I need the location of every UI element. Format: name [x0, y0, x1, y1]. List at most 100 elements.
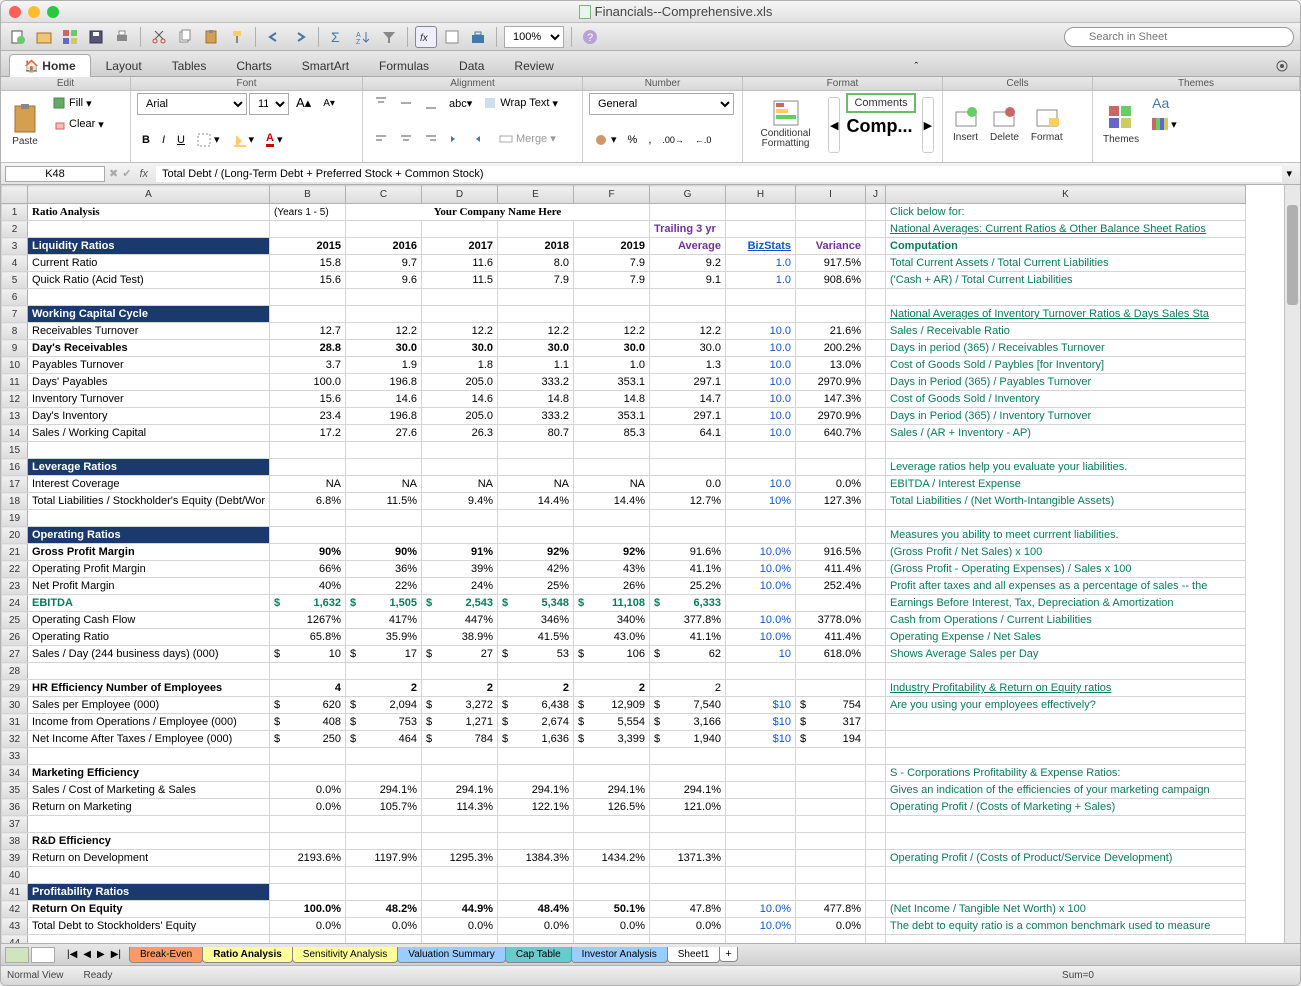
table-row[interactable]: 8Receivables Turnover12.712.212.212.212.… [2, 323, 1246, 340]
align-center-icon[interactable] [394, 129, 418, 149]
table-row[interactable]: 29HR Efficiency Number of Employees42222… [2, 680, 1246, 697]
comments-style[interactable]: Comments [846, 93, 915, 113]
tab-formulas[interactable]: Formulas [364, 54, 444, 77]
table-row[interactable]: 23Net Profit Margin40%22%24%25%26%25.2%1… [2, 578, 1246, 595]
filter-icon[interactable] [378, 26, 400, 48]
table-row[interactable]: 38R&D Efficiency [2, 833, 1246, 850]
table-row[interactable]: 41Profitability Ratios [2, 884, 1246, 901]
paste-button[interactable]: Paste [7, 93, 43, 155]
fx-label[interactable]: fx [135, 168, 152, 180]
fx-icon[interactable]: fx [415, 26, 437, 48]
percent-icon[interactable]: % [623, 130, 643, 150]
add-sheet-button[interactable]: + [719, 947, 737, 962]
fill-color-icon[interactable]: ▾ [227, 130, 260, 150]
table-row[interactable]: 7Working Capital CycleNational Averages … [2, 306, 1246, 323]
table-row[interactable]: 13Day's Inventory23.4196.8205.0333.2353.… [2, 408, 1246, 425]
fill-button[interactable]: Fill ▾ [47, 93, 109, 113]
help-icon[interactable]: ? [579, 26, 601, 48]
minimize-icon[interactable] [28, 6, 40, 18]
increase-decimal-icon[interactable]: .00→ [657, 130, 689, 150]
decrease-indent-icon[interactable] [444, 129, 468, 149]
borders-icon[interactable]: ▾ [192, 130, 225, 150]
close-icon[interactable] [9, 6, 21, 18]
vertical-scrollbar[interactable] [1284, 185, 1300, 943]
normal-view-icon[interactable] [5, 947, 29, 963]
save-icon[interactable] [85, 26, 107, 48]
formula-input[interactable] [156, 166, 1282, 182]
accept-formula-icon[interactable]: ✔ [122, 167, 131, 180]
font-size-select[interactable]: 11 [249, 93, 289, 115]
tab-tables[interactable]: Tables [157, 54, 222, 77]
name-box[interactable] [5, 166, 105, 182]
font-name-select[interactable]: Arial [137, 93, 247, 115]
theme-colors-icon[interactable]: ▾ [1147, 114, 1182, 134]
table-row[interactable]: 18Total Liabilities / Stockholder's Equi… [2, 493, 1246, 510]
open-icon[interactable] [33, 26, 55, 48]
table-row[interactable]: 9Day's Receivables28.830.030.030.030.030… [2, 340, 1246, 357]
sheet-tab-sheet1[interactable]: Sheet1 [667, 947, 721, 963]
sheet-tab-cap-table[interactable]: Cap Table [505, 947, 572, 963]
sort-icon[interactable]: AZ [352, 26, 374, 48]
table-row[interactable]: 42Return On Equity100.0%48.2%44.9%48.4%5… [2, 901, 1246, 918]
currency-icon[interactable]: ▾ [589, 130, 622, 150]
table-row[interactable]: 11Days' Payables100.0196.8205.0333.2353.… [2, 374, 1246, 391]
merge-button[interactable]: Merge ▾ [494, 129, 561, 149]
table-row[interactable]: 26Operating Ratio65.8%35.9%38.9%41.5%43.… [2, 629, 1246, 646]
italic-button[interactable]: I [157, 130, 170, 150]
align-left-icon[interactable] [369, 129, 393, 149]
themes-button[interactable]: Themes [1099, 93, 1143, 155]
align-top-icon[interactable] [369, 93, 393, 113]
table-row[interactable]: 28 [2, 663, 1246, 680]
grow-font-icon[interactable]: A▴ [291, 93, 316, 113]
number-format-select[interactable]: General [589, 93, 734, 115]
table-row[interactable]: 33 [2, 748, 1246, 765]
autosum-icon[interactable]: Σ [326, 26, 348, 48]
align-bottom-icon[interactable] [419, 93, 443, 113]
underline-button[interactable]: U [172, 130, 190, 150]
align-middle-icon[interactable] [394, 93, 418, 113]
new-icon[interactable] [7, 26, 29, 48]
tab-prev-icon[interactable]: ◀ [81, 949, 93, 960]
theme-fonts-icon[interactable]: Aa [1147, 93, 1182, 113]
tab-data[interactable]: Data [444, 54, 499, 77]
table-row[interactable]: 30Sales per Employee (000)$620$2,094$3,2… [2, 697, 1246, 714]
grid[interactable]: ABCDEFGHIJK1Ratio Analysis(Years 1 - 5)Y… [1, 185, 1300, 943]
increase-indent-icon[interactable] [469, 129, 493, 149]
table-row[interactable]: 14Sales / Working Capital17.227.626.380.… [2, 425, 1246, 442]
sheet-tab-valuation[interactable]: Valuation Summary [397, 947, 506, 963]
delete-cells-button[interactable]: Delete [986, 93, 1023, 155]
undo-icon[interactable] [263, 26, 285, 48]
table-row[interactable]: 6 [2, 289, 1246, 306]
table-row[interactable]: 44 [2, 935, 1246, 944]
gallery-icon[interactable] [59, 26, 81, 48]
tab-layout[interactable]: Layout [91, 54, 157, 77]
table-row[interactable]: 31Income from Operations / Employee (000… [2, 714, 1246, 731]
table-row[interactable]: 21Gross Profit Margin90%90%91%92%92%91.6… [2, 544, 1246, 561]
table-row[interactable]: 16Leverage RatiosLeverage ratios help yo… [2, 459, 1246, 476]
conditional-formatting-button[interactable]: Conditional Formatting [749, 93, 822, 155]
wrap-text-button[interactable]: Wrap Text ▾ [478, 93, 563, 113]
font-color-icon[interactable]: A▾ [261, 130, 287, 150]
align-right-icon[interactable] [419, 129, 443, 149]
table-row[interactable]: 43Total Debt to Stockholders' Equity0.0%… [2, 918, 1246, 935]
style-prev-icon[interactable]: ◀ [828, 97, 840, 153]
table-row[interactable]: 37 [2, 816, 1246, 833]
clear-button[interactable]: Clear ▾ [47, 114, 109, 134]
sheet-tab-sensitivity[interactable]: Sensitivity Analysis [292, 947, 398, 963]
expand-formula-icon[interactable]: ▾ [1286, 167, 1292, 180]
style-next-icon[interactable]: ▶ [922, 97, 934, 153]
copy-icon[interactable] [174, 26, 196, 48]
tab-first-icon[interactable]: |◀ [65, 949, 79, 960]
table-row[interactable]: 15 [2, 442, 1246, 459]
format-cells-button[interactable]: Format [1027, 93, 1067, 155]
table-row[interactable]: 10Payables Turnover3.71.91.81.11.01.310.… [2, 357, 1246, 374]
table-row[interactable]: 4Current Ratio15.89.711.68.07.99.21.0917… [2, 255, 1246, 272]
tab-home[interactable]: 🏠 Home [9, 54, 91, 77]
orientation-icon[interactable]: abc▾ [444, 93, 477, 113]
table-row[interactable]: 12Inventory Turnover15.614.614.614.814.8… [2, 391, 1246, 408]
decrease-decimal-icon[interactable]: ←.0 [690, 130, 717, 150]
zoom-select[interactable]: 100% [504, 26, 564, 48]
table-row[interactable]: 24EBITDA$1,632$1,505$2,543$5,348$11,108$… [2, 595, 1246, 612]
table-row[interactable]: 20Operating RatiosMeasures you ability t… [2, 527, 1246, 544]
cancel-formula-icon[interactable]: ✖ [109, 167, 118, 180]
